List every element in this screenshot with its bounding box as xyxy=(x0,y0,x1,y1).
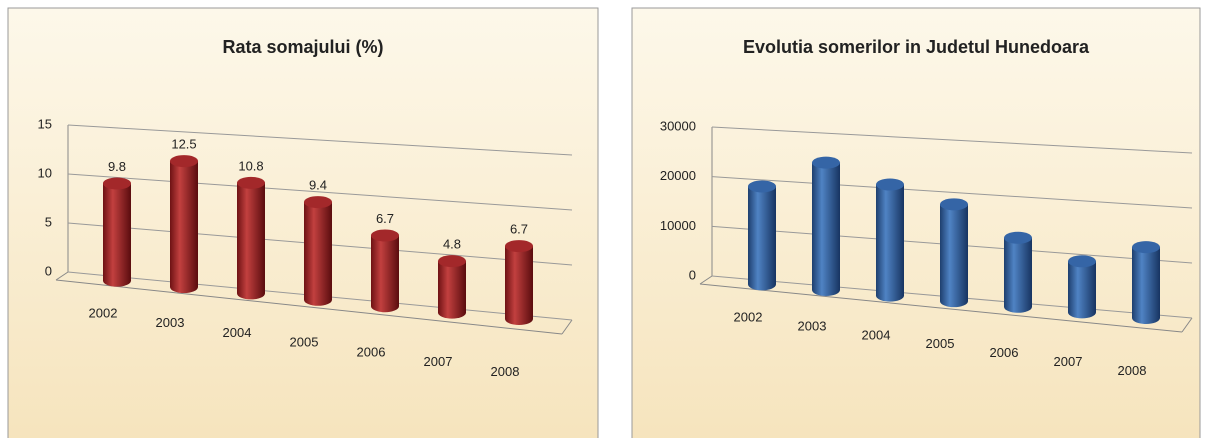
x-tick-label: 2007 xyxy=(1054,354,1083,369)
chart-panel xyxy=(631,7,1201,438)
y-tick-label: 10000 xyxy=(660,218,696,233)
x-tick-label: 2006 xyxy=(357,344,386,359)
data-label: 9.4 xyxy=(309,178,327,193)
x-tick-label: 2002 xyxy=(89,306,118,321)
bar xyxy=(371,229,399,313)
y-tick-label: 0 xyxy=(45,263,52,278)
grid-line xyxy=(67,173,573,211)
chart-title: Evolutia somerilor in Judetul Hunedoara xyxy=(743,37,1090,57)
y-tick-label: 30000 xyxy=(660,118,696,133)
y-tick-label: 0 xyxy=(689,267,696,282)
bar xyxy=(304,196,332,306)
y-tick-label: 15 xyxy=(38,116,52,131)
bar xyxy=(170,155,198,294)
chart-title: Rata somajului (%) xyxy=(222,37,383,57)
data-label: 10.8 xyxy=(238,158,263,173)
bar xyxy=(812,156,840,296)
x-tick-label: 2004 xyxy=(862,327,891,342)
x-tick-label: 2006 xyxy=(990,345,1019,360)
x-tick-label: 2005 xyxy=(926,336,955,351)
axis-line xyxy=(55,279,563,335)
bar xyxy=(103,177,131,287)
bar xyxy=(505,240,533,325)
data-label: 9.8 xyxy=(108,159,126,174)
x-tick-label: 2002 xyxy=(734,309,763,324)
axis-line xyxy=(1181,317,1193,333)
axis-line xyxy=(699,283,1183,333)
data-label: 12.5 xyxy=(171,137,196,152)
x-tick-label: 2007 xyxy=(424,354,453,369)
x-tick-label: 2003 xyxy=(156,315,185,330)
bar xyxy=(1004,231,1032,313)
bar xyxy=(1068,255,1096,319)
bar xyxy=(940,198,968,308)
axis-line xyxy=(55,271,69,281)
x-tick-label: 2005 xyxy=(290,335,319,350)
bar xyxy=(876,178,904,302)
x-tick-label: 2008 xyxy=(491,364,520,379)
x-tick-label: 2004 xyxy=(223,325,252,340)
y-tick-label: 5 xyxy=(45,214,52,229)
bar xyxy=(438,255,466,319)
grid-line xyxy=(711,176,1193,209)
bar xyxy=(1132,241,1160,324)
axis-line xyxy=(561,319,573,335)
data-label: 6.7 xyxy=(376,211,394,226)
axis-line xyxy=(699,275,713,285)
y-tick-label: 10 xyxy=(38,165,52,180)
bar xyxy=(748,180,776,291)
data-label: 4.8 xyxy=(443,237,461,252)
x-tick-label: 2003 xyxy=(798,318,827,333)
y-tick-label: 20000 xyxy=(660,168,696,183)
grid-line xyxy=(67,124,573,156)
bar xyxy=(237,176,265,300)
x-tick-label: 2008 xyxy=(1118,363,1147,378)
data-label: 6.7 xyxy=(510,222,528,237)
grid-line xyxy=(711,126,1193,154)
